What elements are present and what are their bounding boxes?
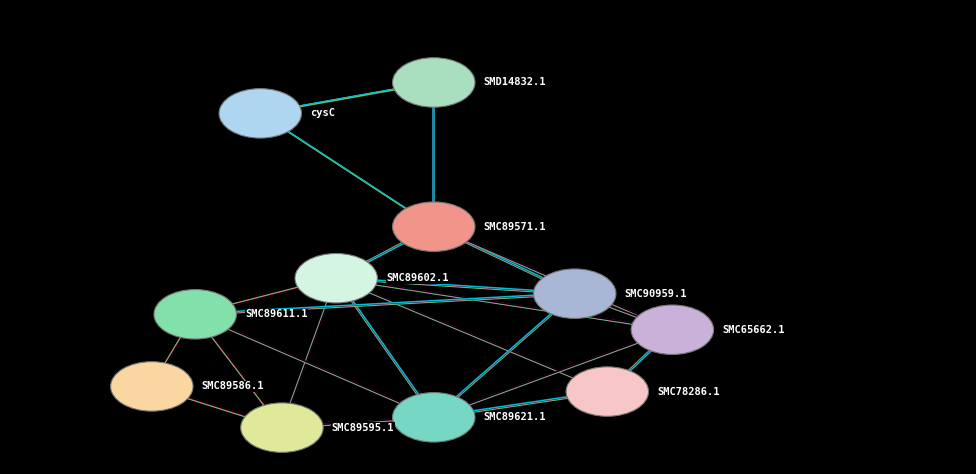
Text: cysC: cysC	[310, 109, 335, 118]
Text: SMC90959.1: SMC90959.1	[625, 289, 687, 299]
Text: SMC65662.1: SMC65662.1	[722, 325, 785, 335]
Ellipse shape	[241, 403, 323, 452]
Text: SMD14832.1: SMD14832.1	[484, 77, 547, 87]
Ellipse shape	[631, 305, 713, 355]
Text: SMC89611.1: SMC89611.1	[245, 309, 307, 319]
Text: SMC89586.1: SMC89586.1	[202, 382, 264, 392]
Ellipse shape	[154, 290, 236, 339]
Ellipse shape	[295, 254, 378, 303]
Text: SMC89621.1: SMC89621.1	[484, 412, 547, 422]
Ellipse shape	[392, 392, 475, 442]
Ellipse shape	[219, 89, 302, 138]
Text: SMC89595.1: SMC89595.1	[332, 423, 394, 433]
Ellipse shape	[392, 202, 475, 251]
Text: SMC89571.1: SMC89571.1	[484, 222, 547, 232]
Ellipse shape	[110, 362, 193, 411]
Ellipse shape	[566, 367, 648, 416]
Text: SMC78286.1: SMC78286.1	[657, 387, 719, 397]
Ellipse shape	[534, 269, 616, 319]
Ellipse shape	[392, 58, 475, 107]
Text: SMC89602.1: SMC89602.1	[386, 273, 449, 283]
